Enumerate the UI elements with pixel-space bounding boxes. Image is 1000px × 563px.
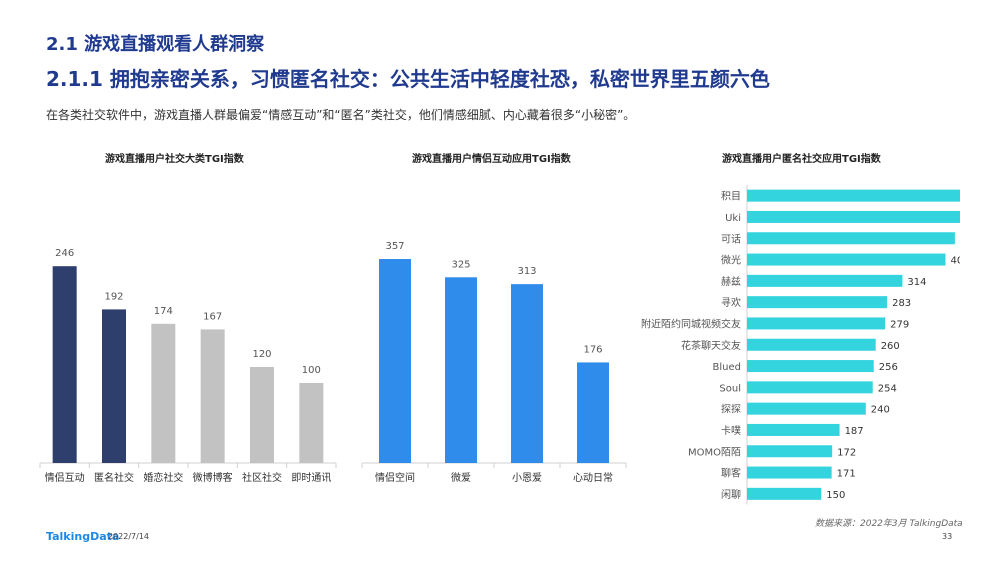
chart2-title: 游戏直播用户情侣互动应用TGI指数 <box>412 154 571 165</box>
bar <box>511 284 543 463</box>
bar <box>102 309 126 463</box>
chart3-title: 游戏直播用户匿名社交应用TGI指数 <box>722 154 881 165</box>
chart1-title: 游戏直播用户社交大类TGI指数 <box>105 154 244 165</box>
y-tick-label: Soul <box>719 383 741 394</box>
y-tick-label: MOMO陌陌 <box>688 446 741 458</box>
data-label: 174 <box>154 306 173 317</box>
bar <box>747 189 960 202</box>
x-tick-label: 小恩爱 <box>512 471 542 484</box>
y-tick-label: Uki <box>725 213 741 224</box>
y-tick-label: 聊客 <box>721 467 741 480</box>
y-tick-label: 花茶聊天交友 <box>681 339 741 352</box>
data-label: 240 <box>871 405 890 416</box>
x-tick-label: 情侣互动 <box>45 471 85 484</box>
couple-app-tgi-chart: 357 情侣空间 325 微爱 313 小恩爱 176 心动日常 <box>361 241 627 484</box>
bar <box>747 210 960 223</box>
data-label: 176 <box>583 344 602 355</box>
data-label: 256 <box>879 362 898 373</box>
bar <box>200 329 225 463</box>
section-title: 2.1 游戏直播观看人群洞察 <box>46 34 265 55</box>
bar <box>747 487 822 500</box>
y-tick-label: Blued <box>713 362 741 373</box>
y-tick-label: 微光 <box>721 254 741 267</box>
data-label: 283 <box>892 298 911 309</box>
data-label: 100 <box>302 365 321 376</box>
bar <box>747 296 888 309</box>
data-label: 279 <box>890 319 909 330</box>
x-tick-label: 社区社交 <box>242 471 282 484</box>
data-label: 260 <box>881 341 900 352</box>
x-tick-label: 微博博客 <box>193 471 233 484</box>
data-label: 246 <box>55 248 74 259</box>
data-label: 120 <box>252 349 271 360</box>
data-label: 172 <box>837 447 856 458</box>
y-tick-label: 探探 <box>721 403 741 416</box>
report-date: 2022/7/14 <box>108 532 150 541</box>
bar <box>747 317 886 330</box>
data-label: 325 <box>451 259 470 270</box>
x-tick-label: 微爱 <box>451 471 471 484</box>
y-tick-label: 积目 <box>721 191 741 203</box>
data-label: 314 <box>907 277 926 288</box>
bar <box>747 274 903 287</box>
bar <box>299 383 324 463</box>
x-tick-label: 心动日常 <box>573 471 613 484</box>
y-tick-label: 可话 <box>721 233 741 245</box>
page-title: 2.1.1 拥抱亲密关系，习惯匿名社交：公共生活中轻度社恐，私密世界里五颜六色 <box>46 67 770 91</box>
bar <box>747 338 876 351</box>
bar <box>747 423 840 436</box>
bar <box>151 323 176 463</box>
bar <box>250 367 274 463</box>
brand-logo: TalkingData <box>46 530 120 543</box>
data-label: 192 <box>104 291 123 302</box>
data-label: 313 <box>517 266 536 277</box>
x-tick-label: 情侣空间 <box>375 471 415 484</box>
bar <box>747 381 873 394</box>
bar <box>52 266 77 463</box>
data-label: 357 <box>385 241 404 252</box>
bar <box>379 259 411 463</box>
data-label: 150 <box>826 490 845 501</box>
data-label: 187 <box>845 426 864 437</box>
anonymous-app-tgi-chart: 564积目536Uki420可话401微光314赫兹283寻欢279附近陌约同城… <box>641 185 960 505</box>
bar <box>747 360 874 373</box>
bar <box>445 277 477 463</box>
intro-text: 在各类社交软件中，游戏直播人群最偏爱“情感互动”和“匿名”类社交，他们情感细腻、… <box>46 108 636 122</box>
x-tick-label: 匿名社交 <box>94 471 134 484</box>
bar <box>747 253 946 266</box>
y-tick-label: 卡噗 <box>721 424 741 437</box>
y-tick-label: 赫兹 <box>721 276 741 288</box>
data-label: 171 <box>837 469 856 480</box>
bar <box>747 402 866 415</box>
bar <box>577 362 609 463</box>
bar <box>747 232 955 245</box>
x-tick-label: 即时通讯 <box>291 472 331 484</box>
social-category-tgi-chart: 246 情侣互动 192 匿名社交 174 婚恋社交 167 微博博客 120 社区社交 100 即时… <box>39 248 337 484</box>
data-label: 167 <box>203 311 222 322</box>
x-tick-label: 婚恋社交 <box>143 471 183 484</box>
y-tick-label: 附近陌约同城视频交友 <box>641 317 741 330</box>
y-tick-label: 寻欢 <box>721 296 741 309</box>
bar <box>747 466 832 479</box>
bar <box>747 445 833 458</box>
page-number: 33 <box>942 532 953 541</box>
data-source: 数据来源：2022年3月 TalkingData <box>815 519 963 529</box>
y-tick-label: 闲聊 <box>721 488 741 501</box>
data-label: 254 <box>878 383 897 394</box>
data-label: 401 <box>950 256 960 267</box>
